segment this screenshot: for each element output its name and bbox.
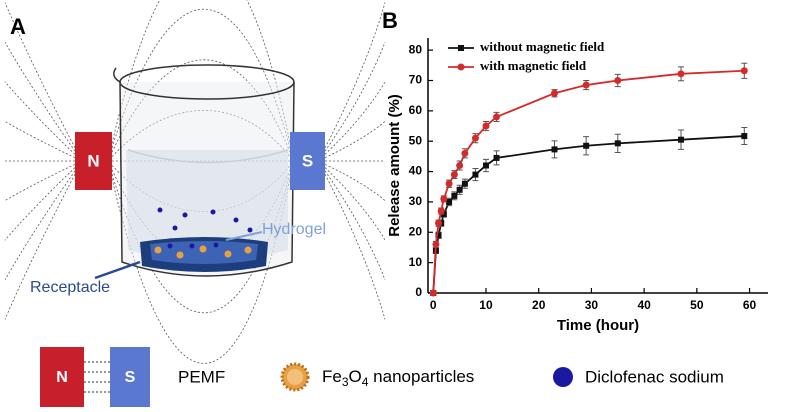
- text-part: Fe: [322, 367, 342, 386]
- series-line: [432, 135, 745, 294]
- chart: 0 10 20 30 40 50 60 70 80 0 10 20 30 40 50 60 Time (hour…: [386, 38, 768, 334]
- x-tick-label: 50: [690, 298, 704, 312]
- panel-label: B: [382, 8, 398, 33]
- nanoparticle-icon: [280, 362, 310, 392]
- x-tick-label: 60: [743, 298, 757, 312]
- marker: [678, 136, 685, 143]
- marker: [582, 81, 590, 89]
- marker: [435, 219, 443, 227]
- panel-label: A: [10, 14, 26, 39]
- receptacle-label: Receptacle: [30, 279, 110, 296]
- marker: [614, 77, 622, 84]
- x-tick-label: 0: [430, 298, 437, 312]
- text-part: 4: [362, 375, 369, 389]
- legend-label: PEMF: [178, 367, 225, 386]
- field-line: [4, 42, 76, 152]
- marker: [551, 89, 559, 97]
- drug-icon: [553, 367, 573, 387]
- arrow: [225, 231, 263, 241]
- field-line: [4, 167, 76, 241]
- field-line: [4, 2, 76, 148]
- marker: [614, 140, 621, 147]
- field-line: [324, 174, 386, 320]
- x-tick-label: 10: [479, 298, 493, 312]
- field-line: [324, 2, 386, 148]
- y-tick-label: 30: [409, 194, 423, 208]
- series-line: [432, 69, 745, 294]
- field-line: [4, 81, 76, 155]
- marker: [440, 195, 448, 203]
- y-axis-label: Release amount (%): [386, 94, 403, 237]
- marker: [471, 134, 479, 142]
- marker: [437, 207, 445, 215]
- marker: [472, 171, 479, 178]
- legend-label: with magnetic field: [480, 58, 587, 73]
- legend-label: Fe3O4 nanoparticles: [322, 367, 474, 389]
- magnet-label: N: [87, 151, 99, 170]
- marker: [583, 142, 590, 149]
- text-part: 3: [342, 375, 349, 389]
- marker: [456, 162, 464, 169]
- x-tick-label: 20: [532, 298, 546, 312]
- x-tick-label: 40: [637, 298, 651, 312]
- marker: [446, 198, 453, 205]
- y-tick-label: 70: [409, 73, 423, 87]
- text-part: nanoparticles: [368, 367, 474, 386]
- y-tick-label: 40: [409, 164, 423, 178]
- magnet-south: [290, 132, 325, 190]
- field-line: [4, 163, 76, 201]
- magnet-label: S: [125, 369, 136, 386]
- y-tick-label: 80: [409, 42, 423, 56]
- field-line: [324, 163, 386, 201]
- magnet-label: N: [56, 369, 68, 386]
- hydrogel-label: Hydrogel: [262, 221, 326, 238]
- marker: [450, 171, 458, 179]
- marker: [740, 67, 748, 75]
- legend-marker: [458, 45, 464, 51]
- pemf-icon: [40, 347, 150, 407]
- field-line: [4, 170, 76, 280]
- magnet-label: S: [302, 151, 313, 170]
- marker: [493, 113, 501, 121]
- marker: [482, 162, 489, 169]
- field-line: [111, 0, 291, 144]
- particles: [154, 207, 253, 259]
- marker: [456, 186, 463, 193]
- field-line: [324, 81, 386, 155]
- field-line: [4, 121, 76, 159]
- marker: [482, 122, 490, 130]
- magnet-north: [75, 132, 112, 190]
- legend-marker: [457, 63, 465, 71]
- arrow: [94, 260, 141, 280]
- field-line: [324, 170, 386, 280]
- hydrogel-layer: [150, 241, 258, 264]
- y-tick-label: 0: [415, 285, 422, 299]
- beaker: [113, 64, 295, 277]
- x-axis-label: Time (hour): [557, 317, 639, 334]
- field-line: [324, 167, 386, 241]
- y-tick-label: 60: [409, 103, 423, 117]
- marker: [741, 133, 748, 140]
- marker: [461, 180, 468, 187]
- marker: [551, 146, 558, 153]
- field-line: [324, 121, 386, 159]
- legend-label: without magnetic field: [480, 39, 605, 54]
- marker: [432, 240, 440, 248]
- marker: [429, 289, 437, 297]
- field-line: [4, 174, 76, 320]
- marker: [445, 180, 453, 188]
- marker: [451, 192, 458, 199]
- marker: [677, 70, 685, 78]
- y-tick-label: 10: [409, 255, 423, 269]
- y-tick-label: 50: [409, 133, 423, 147]
- text-part: O: [349, 367, 362, 386]
- x-tick-label: 30: [585, 298, 599, 312]
- marker: [493, 154, 500, 161]
- field-line: [324, 42, 386, 152]
- marker: [461, 149, 469, 157]
- y-tick-label: 20: [409, 224, 423, 238]
- legend-label: Diclofenac sodium: [585, 367, 724, 386]
- marker: [435, 232, 442, 239]
